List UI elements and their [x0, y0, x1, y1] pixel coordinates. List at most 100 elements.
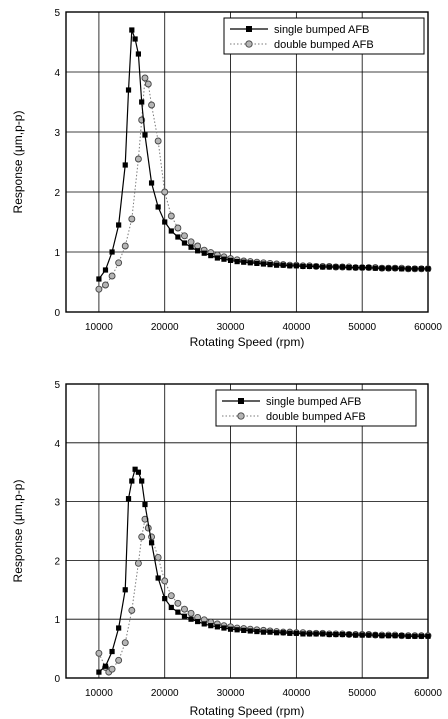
data-point: [359, 265, 365, 271]
data-point: [121, 639, 129, 647]
y-tick-label: 2: [54, 188, 60, 199]
plot-frame: [65, 383, 429, 679]
data-point: [241, 627, 247, 633]
data-point: [109, 648, 115, 655]
data-point: [175, 234, 181, 240]
x-tick-label: 60000: [414, 322, 442, 333]
data-point: [353, 632, 359, 638]
data-point: [194, 242, 202, 250]
data-point: [201, 621, 207, 627]
data-point: [221, 256, 227, 262]
data-point: [267, 629, 273, 635]
data-point: [306, 631, 313, 637]
data-point: [95, 649, 103, 657]
data-point: [208, 623, 214, 629]
data-point: [333, 631, 339, 638]
data-point: [392, 265, 398, 271]
data-point: [125, 496, 132, 502]
x-tick-label: 50000: [348, 688, 376, 699]
data-point: [280, 630, 286, 636]
data-point: [155, 204, 161, 210]
legend-label: double bumped AFB: [274, 39, 374, 51]
data-point: [326, 264, 332, 270]
data-point: [293, 263, 299, 269]
data-point: [125, 87, 132, 93]
data-point: [366, 265, 372, 271]
data-point: [132, 466, 138, 472]
data-point: [339, 264, 346, 270]
data-point: [148, 540, 155, 546]
data-point: [214, 255, 220, 261]
data-point: [320, 264, 326, 270]
data-point: [188, 244, 194, 250]
data-point: [346, 265, 352, 271]
data-point: [187, 609, 195, 617]
data-point: [96, 276, 102, 282]
y-tick-label: 0: [54, 308, 60, 319]
y-tick-label: 4: [54, 439, 60, 450]
data-point: [148, 533, 156, 541]
data-point: [385, 265, 392, 271]
data-point: [247, 260, 253, 266]
data-point: [241, 259, 247, 265]
data-point: [102, 663, 109, 669]
data-point: [333, 264, 339, 270]
data-point: [154, 137, 162, 145]
x-tick-label: 20000: [151, 322, 179, 333]
chart-top: 10000 20000 30000 40000 50000 60000 0 1 2 3 4 5 Rota…: [11, 8, 442, 349]
x-tick-label: 30000: [217, 688, 245, 699]
y-tick-label: 3: [54, 128, 60, 139]
data-point: [128, 606, 136, 614]
data-point: [214, 624, 220, 630]
data-point: [161, 188, 169, 196]
data-point: [412, 633, 418, 639]
data-point: [287, 630, 293, 636]
data-point: [115, 656, 123, 664]
series-double-bumped: [95, 74, 432, 293]
data-point: [122, 587, 128, 593]
data-point: [155, 575, 161, 581]
series-single-bumped: [96, 466, 431, 675]
x-axis-label: Rotating Speed (rpm): [190, 335, 305, 349]
data-point: [109, 249, 115, 255]
legend-marker-circle: [237, 412, 245, 420]
data-point: [392, 633, 398, 639]
y-tick-label: 4: [54, 68, 60, 79]
data-point: [181, 240, 188, 246]
series-line: [98, 76, 428, 290]
data-point: [399, 266, 405, 272]
legend-box: [215, 389, 417, 427]
legend-marker-square: [238, 398, 244, 404]
data-point: [135, 469, 141, 475]
data-point: [139, 478, 145, 484]
data-point: [142, 132, 148, 138]
data-point: [372, 632, 378, 638]
x-tick-label: 20000: [151, 688, 179, 699]
data-point: [300, 631, 306, 637]
data-point: [399, 633, 405, 639]
data-point: [122, 162, 128, 168]
data-point: [168, 228, 174, 234]
data-point: [161, 577, 169, 585]
legend-box: [223, 17, 425, 55]
data-point: [116, 625, 122, 631]
data-point: [260, 629, 267, 635]
y-tick-label: 5: [54, 8, 60, 19]
legend-marker-square: [246, 26, 252, 32]
series-line: [98, 517, 428, 673]
data-point: [320, 631, 326, 637]
data-point: [148, 101, 156, 109]
data-point: [234, 627, 240, 633]
data-point: [405, 633, 411, 639]
data-point: [144, 80, 152, 88]
data-point: [188, 616, 194, 622]
data-point: [195, 248, 201, 254]
y-tick-label: 2: [54, 556, 60, 567]
data-point: [418, 266, 425, 272]
y-tick-label: 1: [54, 615, 60, 626]
x-tick-label: 60000: [414, 688, 442, 699]
data-point: [175, 609, 181, 615]
legend: single bumped AFB double bumped AFB: [215, 389, 417, 427]
y-tick-label: 3: [54, 498, 60, 509]
data-point: [366, 632, 372, 638]
